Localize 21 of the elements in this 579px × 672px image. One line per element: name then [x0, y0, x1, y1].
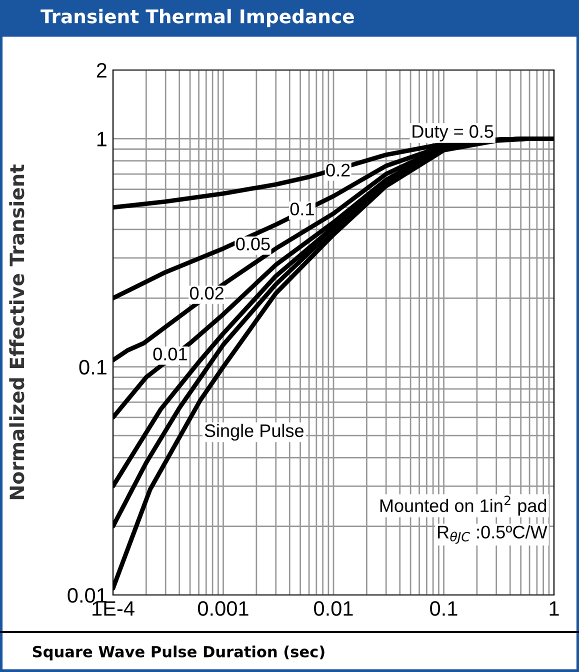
- chart-title: Transient Thermal Impedance: [40, 8, 354, 28]
- y-axis-title: Normalized Effective Transient: [9, 164, 24, 500]
- x-axis-title: Square Wave Pulse Duration (sec): [32, 646, 324, 660]
- y-tick-label: 2: [96, 63, 106, 78]
- annotation: Mounted on 1in$^{2}$ pad: [380, 496, 546, 516]
- y-tick-label: 0.01: [68, 588, 106, 603]
- annotation: Single Pulse: [204, 424, 304, 441]
- annotation: 0.01: [153, 348, 187, 360]
- x-tick-label: 1: [550, 601, 559, 616]
- annotation: 0.1: [290, 202, 314, 216]
- x-tick-label: 0.01: [314, 601, 353, 616]
- annotation: 0.02: [190, 286, 224, 300]
- annotation: 0.05: [236, 238, 270, 250]
- annotation: Duty = 0.5: [412, 125, 494, 142]
- x-tick-label: 0.001: [198, 601, 248, 616]
- annotation: 0.2: [326, 164, 350, 176]
- x-tick-label: 0.1: [430, 601, 458, 616]
- y-tick-label: 0.1: [79, 360, 106, 375]
- y-tick-label: 1: [97, 132, 106, 146]
- x-tick-label: 1E-4: [92, 601, 134, 616]
- annotation: R$_{θJC}$ :0.5ºC/W: [438, 525, 548, 544]
